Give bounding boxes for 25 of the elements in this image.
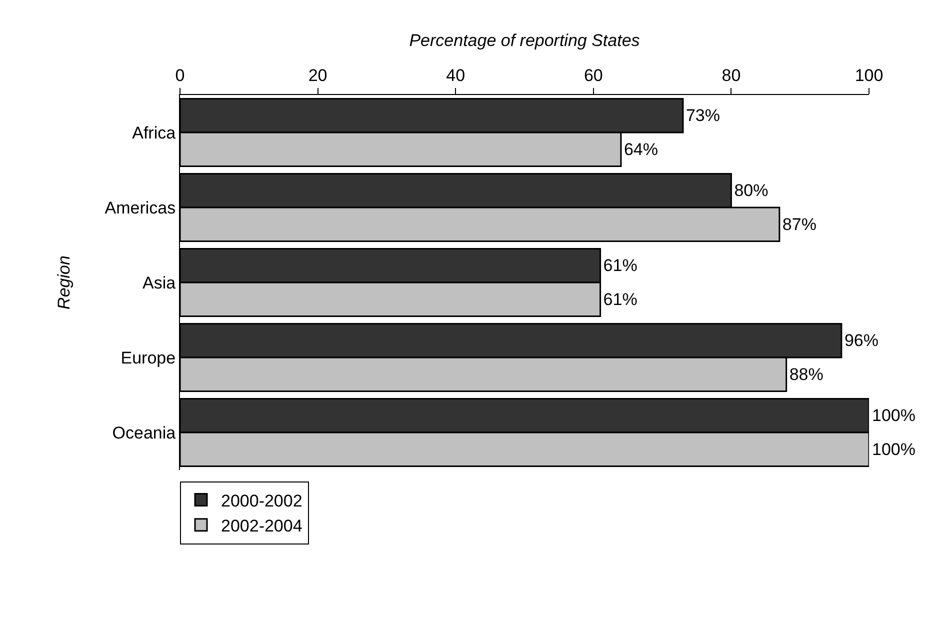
x-tick-label: 60 — [584, 66, 603, 86]
data-label: 96% — [844, 331, 878, 350]
y-tick-label: Africa — [132, 123, 176, 142]
y-tick-label: Europe — [120, 348, 176, 368]
y-tick-label: Asia — [142, 273, 176, 292]
legend-label: 2000-2002 — [221, 491, 302, 510]
x-tick-label: 40 — [446, 66, 466, 86]
x-tick-label: 100 — [854, 66, 884, 86]
y-tick-label: Americas — [104, 198, 176, 218]
data-label: 61% — [603, 290, 638, 309]
x-tick-label: 80 — [722, 66, 741, 86]
data-label: 61% — [603, 256, 638, 276]
y-axis-title: Region — [54, 256, 74, 310]
data-label: 88% — [789, 364, 824, 384]
data-label: 87% — [782, 214, 816, 234]
x-tick-label: 20 — [308, 66, 328, 86]
data-label: 100% — [872, 406, 916, 426]
x-tick-label: 0 — [175, 66, 185, 86]
data-label: 73% — [686, 106, 720, 126]
data-label: 80% — [734, 181, 768, 200]
x-axis-title: Percentage of reporting States — [409, 30, 640, 50]
data-label: 100% — [872, 440, 916, 459]
y-tick-label: Oceania — [112, 423, 176, 442]
legend-label: 2002-2004 — [221, 516, 302, 536]
data-label: 64% — [624, 140, 658, 159]
